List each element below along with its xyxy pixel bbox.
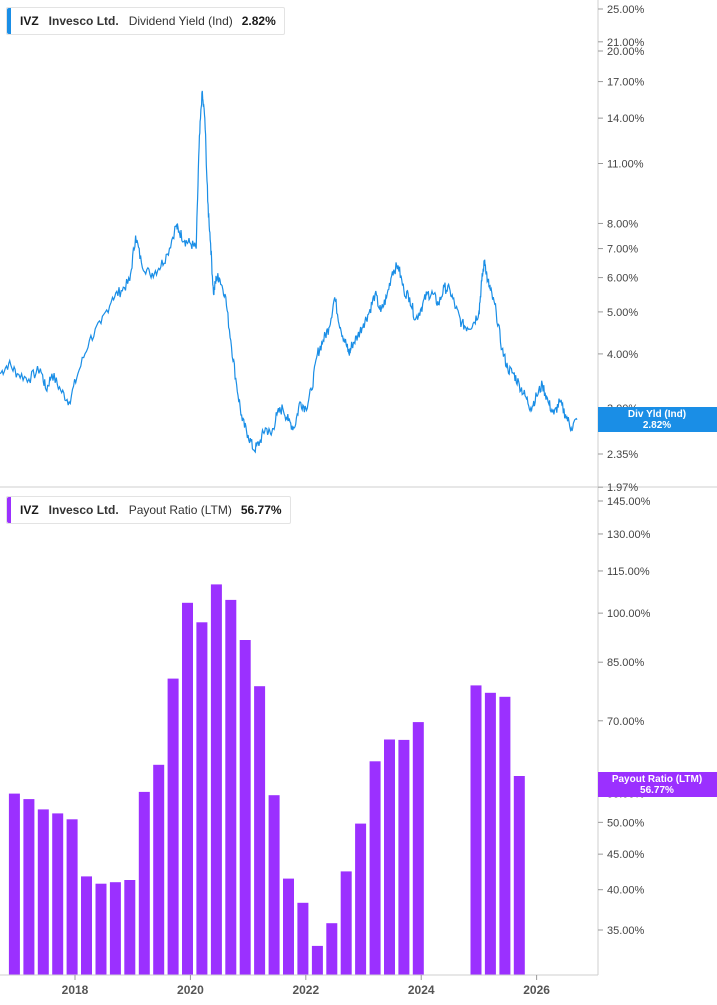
- payout-bar[interactable]: [109, 882, 121, 975]
- y-tick-label: 8.00%: [607, 218, 638, 230]
- payout-bar[interactable]: [398, 739, 410, 975]
- payout-bar[interactable]: [196, 622, 208, 975]
- legend-swatch: [7, 497, 11, 523]
- last-value-flag: [598, 772, 717, 797]
- y-tick-label: 17.00%: [607, 77, 645, 89]
- payout-bar[interactable]: [153, 764, 165, 975]
- y-tick-label: 100.00%: [607, 608, 651, 620]
- flag-value: 56.77%: [640, 785, 674, 796]
- legend-ticker: IVZ: [20, 14, 39, 28]
- payout-bar[interactable]: [66, 819, 78, 975]
- y-tick-label: 40.00%: [607, 885, 645, 897]
- flag-series-name: Div Yld (Ind): [628, 409, 686, 420]
- payout-bar[interactable]: [326, 923, 338, 975]
- payout-bar[interactable]: [167, 678, 179, 975]
- y-tick-label: 5.00%: [607, 307, 638, 319]
- y-tick-label: 70.00%: [607, 716, 645, 728]
- y-tick-label: 45.00%: [607, 849, 645, 861]
- payout-bar[interactable]: [254, 686, 266, 975]
- x-tick-label: 2022: [292, 983, 319, 997]
- y-tick-label: 2.35%: [607, 449, 638, 461]
- payout-bar[interactable]: [210, 584, 222, 975]
- legend-metric: Payout Ratio (LTM): [128, 503, 232, 517]
- y-tick-label: 14.00%: [607, 113, 645, 125]
- y-tick-label: 7.00%: [607, 244, 638, 256]
- dividend-yield-line[interactable]: [0, 90, 578, 454]
- legend-value: 2.82%: [241, 14, 276, 28]
- y-tick-label: 6.00%: [607, 273, 638, 285]
- payout-bar[interactable]: [8, 793, 20, 975]
- flag-value: 2.82%: [643, 420, 671, 431]
- x-tick-label: 2020: [177, 983, 204, 997]
- payout-bar[interactable]: [340, 871, 352, 975]
- payout-bar[interactable]: [268, 795, 280, 975]
- payout-bar[interactable]: [412, 722, 424, 975]
- payout-bar[interactable]: [124, 880, 136, 975]
- x-tick-label: 2018: [62, 983, 89, 997]
- payout-ratio-legend[interactable]: IVZ Invesco Ltd. Payout Ratio (LTM) 56.7…: [6, 496, 291, 524]
- payout-ratio-series[interactable]: [8, 584, 525, 976]
- y-tick-label: 25.00%: [607, 4, 645, 16]
- payout-bar[interactable]: [355, 823, 367, 975]
- payout-bar[interactable]: [23, 799, 35, 975]
- legend-swatch: [7, 8, 11, 34]
- payout-bar[interactable]: [484, 692, 496, 975]
- legend-company: Invesco Ltd.: [48, 503, 119, 517]
- last-value-flag: [598, 407, 717, 432]
- y-tick-label: 20.00%: [607, 46, 645, 58]
- y-tick-label: 145.00%: [607, 496, 651, 508]
- y-tick-label: 21.00%: [607, 37, 645, 49]
- payout-bar[interactable]: [283, 878, 294, 975]
- payout-bar[interactable]: [297, 902, 309, 975]
- payout-bar[interactable]: [182, 602, 193, 975]
- payout-bar[interactable]: [81, 876, 92, 975]
- payout-bar[interactable]: [311, 945, 323, 975]
- y-tick-label: 130.00%: [607, 529, 651, 541]
- payout-bar[interactable]: [37, 809, 49, 975]
- legend-metric: Dividend Yield (Ind): [128, 14, 233, 28]
- x-tick-label: 2026: [523, 983, 550, 997]
- y-tick-label: 50.00%: [607, 817, 645, 829]
- legend-company: Invesco Ltd.: [48, 14, 119, 28]
- y-tick-label: 11.00%: [607, 159, 644, 171]
- dividend-yield-series[interactable]: [0, 90, 578, 454]
- x-tick-label: 2024: [408, 983, 435, 997]
- dividend-yield-legend[interactable]: IVZ Invesco Ltd. Dividend Yield (Ind) 2.…: [6, 7, 285, 35]
- y-tick-label: 85.00%: [607, 657, 645, 669]
- payout-bar[interactable]: [52, 813, 64, 975]
- payout-bar[interactable]: [95, 883, 107, 975]
- legend-ticker: IVZ: [20, 503, 39, 517]
- payout-bar[interactable]: [239, 640, 251, 975]
- payout-bar[interactable]: [470, 685, 482, 975]
- y-tick-label: 1.97%: [607, 482, 638, 494]
- payout-bar[interactable]: [138, 791, 150, 975]
- payout-bar[interactable]: [369, 761, 381, 975]
- y-tick-label: 35.00%: [607, 925, 645, 937]
- legend-value: 56.77%: [240, 503, 282, 517]
- flag-series-name: Payout Ratio (LTM): [612, 774, 702, 785]
- payout-bar[interactable]: [499, 696, 511, 975]
- payout-bar[interactable]: [225, 599, 237, 975]
- payout-bar[interactable]: [513, 776, 525, 975]
- y-tick-label: 115.00%: [607, 566, 650, 578]
- payout-bar[interactable]: [384, 739, 395, 976]
- last-value-flags: Div Yld (Ind)2.82% Payout Ratio (LTM)56.7…: [598, 407, 717, 797]
- y-tick-label: 4.00%: [607, 349, 638, 361]
